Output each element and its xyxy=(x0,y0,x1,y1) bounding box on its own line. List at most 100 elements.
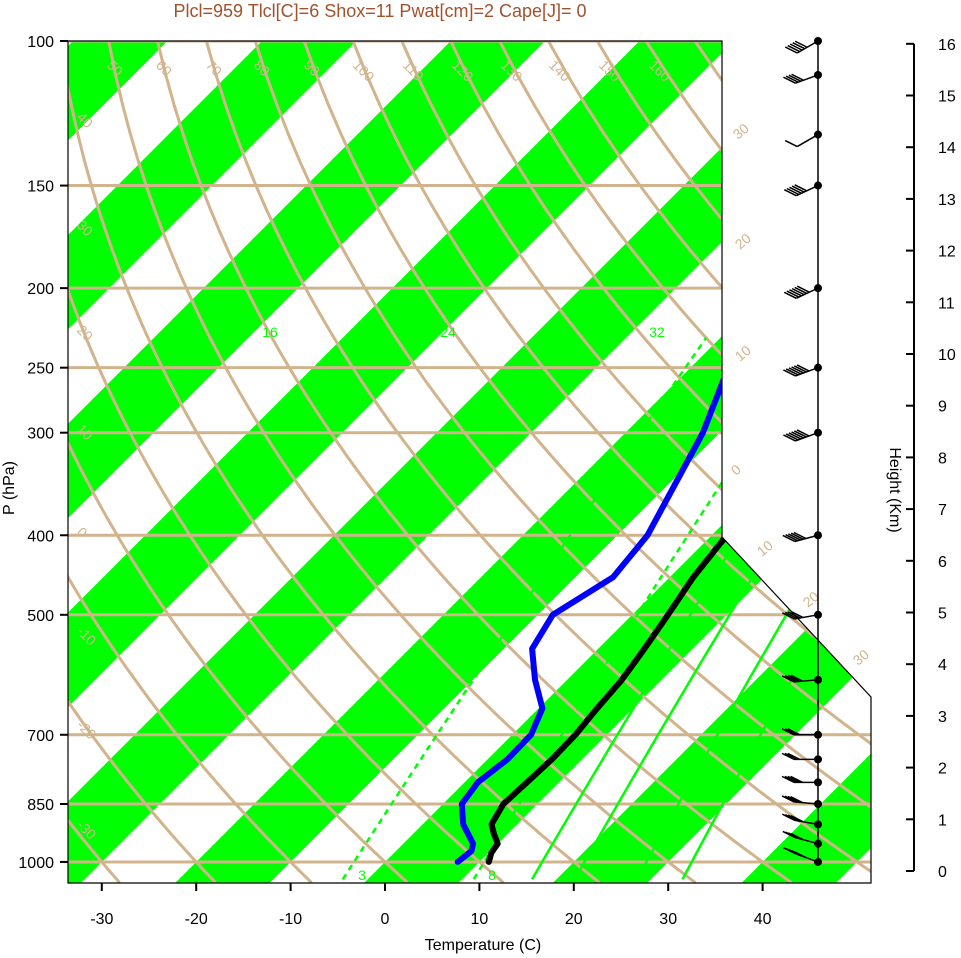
isotherm-label: 10 xyxy=(732,342,754,364)
isotherm-label: 20 xyxy=(74,322,96,344)
wind-barb xyxy=(783,429,819,442)
mixing-ratio-label: 12 xyxy=(188,324,204,340)
theta-label: 100 xyxy=(350,57,378,85)
isotherm-band xyxy=(68,41,772,883)
height-tick-label: 2 xyxy=(938,761,947,778)
wind-barb xyxy=(782,813,819,826)
height-tick-label: 10 xyxy=(938,347,956,364)
y-tick-label: 500 xyxy=(27,608,54,625)
temperature-trace xyxy=(485,41,871,865)
plot-frame xyxy=(67,40,872,884)
height-tick-label: 7 xyxy=(938,502,947,519)
wind-barb xyxy=(781,795,819,805)
wind-barb xyxy=(783,184,819,197)
x-tick-label: 20 xyxy=(565,911,583,928)
theta-label: 60 xyxy=(153,57,175,79)
mixing-ratio-line xyxy=(472,337,818,880)
isotherm-band xyxy=(68,41,583,883)
y-tick-label: 250 xyxy=(27,361,54,378)
wind-barb xyxy=(784,133,819,148)
height-tick-label: 15 xyxy=(938,89,956,106)
dry-adiabat xyxy=(68,41,505,883)
y-tick-label: 150 xyxy=(27,179,54,196)
y-tick-label: 200 xyxy=(27,281,54,298)
isotherm-band xyxy=(0,3,16,882)
mixing-ratio-line xyxy=(341,337,708,880)
isotherm-label: 20 xyxy=(732,230,754,252)
dry-adiabat xyxy=(195,41,871,883)
height-tick-label: 4 xyxy=(938,657,947,674)
height-tick-label: 8 xyxy=(938,450,947,467)
pressure-axis: 100 150 200 250 300 400 500 700 850 1000 xyxy=(18,34,68,872)
wind-barb xyxy=(782,610,819,620)
x-tick-label: 30 xyxy=(659,911,677,928)
x-axis-label: Temperature (C) xyxy=(425,937,541,954)
dry-adiabat xyxy=(908,3,961,882)
wind-barb xyxy=(781,674,819,683)
wind-barb xyxy=(783,847,819,863)
dry-adiabat xyxy=(68,41,601,883)
isotherm-label: 0 xyxy=(728,461,744,478)
dry-adiabat xyxy=(68,41,313,883)
isotherm-band xyxy=(68,41,394,883)
dry-adiabat xyxy=(0,3,24,882)
wind-barb xyxy=(781,728,818,736)
mixing-ratio-label: 32 xyxy=(649,324,665,340)
dry-adiabat xyxy=(68,41,217,883)
height-tick-label: 13 xyxy=(938,192,956,209)
isotherm-band xyxy=(553,41,871,883)
wind-barb xyxy=(782,531,819,543)
x-axis: -30 -20 -10 0 10 20 30 40 xyxy=(90,883,772,928)
height-tick-label: 9 xyxy=(938,399,947,416)
height-axis-label: Height (Km) xyxy=(886,447,903,532)
wind-barb xyxy=(781,752,818,761)
height-tick-label: 16 xyxy=(938,37,956,54)
dry-adiabat xyxy=(859,41,871,883)
dry-adiabat xyxy=(68,41,409,883)
mixing-ratio-label: 3 xyxy=(358,867,366,883)
height-tick-label: 3 xyxy=(938,709,947,726)
chart-title: Plcl=959 Tlcl[C]=6 Shox=11 Pwat[cm]=2 Ca… xyxy=(173,1,586,21)
isotherm-label: 0 xyxy=(74,524,91,541)
x-tick-label: 0 xyxy=(381,911,390,928)
y-tick-label: 700 xyxy=(27,728,54,745)
theta-label: 70 xyxy=(203,57,225,79)
y-axis-label: P (hPa) xyxy=(1,461,18,515)
x-tick-label: 40 xyxy=(754,911,772,928)
isotherm-label: 30 xyxy=(730,120,752,142)
y-tick-label: 300 xyxy=(27,426,54,443)
y-tick-label: 100 xyxy=(27,34,54,51)
x-tick-label: -30 xyxy=(90,911,113,928)
height-tick-label: 0 xyxy=(938,864,947,881)
height-tick-label: 1 xyxy=(938,812,947,829)
dry-adiabat xyxy=(385,41,871,883)
isotherm-label: 30 xyxy=(850,646,872,668)
dry-adiabat xyxy=(956,3,961,882)
y-tick-label: 400 xyxy=(27,528,54,545)
height-tick-label: 6 xyxy=(938,554,947,571)
height-tick-label: 11 xyxy=(938,295,955,312)
mixing-ratio-label: 8 xyxy=(488,867,496,883)
y-tick-label: 1000 xyxy=(18,855,54,872)
wind-barb xyxy=(783,364,819,377)
wind-barb xyxy=(781,775,818,784)
dry-adiabat xyxy=(812,41,871,883)
mixing-ratio-label: 16 xyxy=(262,324,278,340)
dry-adiabat xyxy=(243,41,871,883)
y-tick-label: 850 xyxy=(27,797,54,814)
mixing-ratio-line xyxy=(681,337,871,880)
wind-barb xyxy=(783,73,819,84)
isotherm-band xyxy=(175,41,871,883)
wind-barb xyxy=(783,285,819,299)
height-tick-label: 12 xyxy=(938,244,956,261)
dry-adiabat xyxy=(100,41,697,883)
dry-adiabat xyxy=(68,41,121,883)
wind-barb xyxy=(782,830,819,845)
x-tick-label: -20 xyxy=(185,911,208,928)
height-tick-label: 5 xyxy=(938,606,947,623)
x-tick-label: 10 xyxy=(471,911,489,928)
isotherm-label: 10 xyxy=(754,537,776,559)
height-tick-label: 14 xyxy=(938,140,956,157)
